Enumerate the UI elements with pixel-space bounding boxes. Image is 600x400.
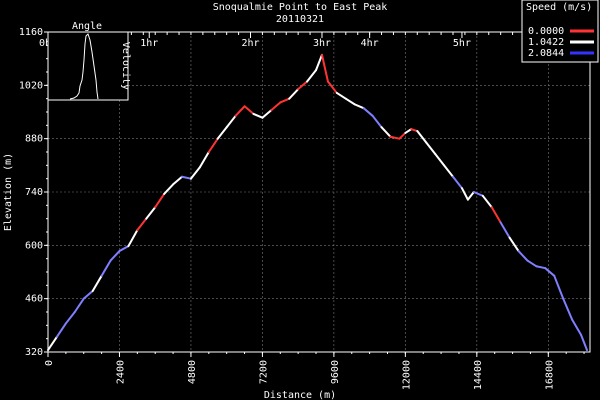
elevation-segment xyxy=(517,250,529,262)
elevation-segment xyxy=(371,114,383,129)
elevation-segment xyxy=(172,175,184,186)
elevation-segment xyxy=(109,250,121,262)
elevation-segment xyxy=(252,112,264,119)
elevation-segment xyxy=(136,217,148,232)
legend-entry-label: 1.0422 xyxy=(528,37,564,48)
elevation-segment xyxy=(261,109,273,119)
time-tick-label: 5hr xyxy=(453,38,471,49)
elevation-segment xyxy=(207,137,219,153)
x-axis-label: Distance (m) xyxy=(264,390,336,400)
elevation-segment xyxy=(466,191,475,201)
inset-title: Angle xyxy=(72,21,102,32)
y-tick-label: 1020 xyxy=(19,80,43,91)
inset-panel: Angle Velocity xyxy=(47,21,131,101)
chart-subtitle: 20110321 xyxy=(276,14,324,25)
elevation-segment xyxy=(526,259,538,268)
elevation-segment xyxy=(553,274,565,300)
inset-frame xyxy=(47,31,129,101)
x-tick-label: 9600 xyxy=(330,360,341,384)
elevation-segment xyxy=(562,297,574,321)
elevation-segment xyxy=(580,333,589,352)
elevation-segment xyxy=(499,221,511,239)
elevation-segment xyxy=(216,126,228,140)
time-tick-label: 1hr xyxy=(140,38,158,49)
elevation-segment xyxy=(306,69,318,83)
elevation-segment xyxy=(434,152,446,167)
inset-curve xyxy=(69,33,99,100)
elevation-segment xyxy=(326,80,338,94)
elevation-segment xyxy=(181,175,192,180)
elevation-segment xyxy=(315,53,323,72)
x-tick-label: 4800 xyxy=(187,360,198,384)
x-tick-label: 14400 xyxy=(473,360,484,390)
y-tick-label: 740 xyxy=(25,187,43,198)
elevation-segment xyxy=(82,290,94,300)
elevation-segment xyxy=(344,97,356,106)
y-axis-label: Elevation (m) xyxy=(3,153,14,231)
elevation-segment xyxy=(118,245,130,253)
elevation-segment xyxy=(443,164,455,178)
y-tick-label: 880 xyxy=(25,134,43,145)
elevation-segment xyxy=(335,91,347,100)
y-tick-label: 1160 xyxy=(19,27,43,38)
elevation-segment xyxy=(571,318,583,336)
x-tick-label: 2400 xyxy=(115,360,126,384)
elevation-segment xyxy=(452,175,463,190)
elevation-segment xyxy=(544,267,556,277)
elevation-segment xyxy=(353,103,365,110)
elevation-segment xyxy=(389,135,401,140)
elevation-segment xyxy=(416,130,428,144)
elevation-segment xyxy=(73,297,85,313)
elevation-segment xyxy=(100,259,112,277)
elevation-segment xyxy=(288,88,300,100)
legend-entry-label: 2.0844 xyxy=(528,48,564,59)
elevation-segment xyxy=(91,274,103,293)
elevation-segment xyxy=(163,183,175,195)
elevation-segment xyxy=(279,97,291,104)
elevation-segment xyxy=(508,236,520,253)
x-tick-label: 12000 xyxy=(401,360,412,390)
inset-side-label: Velocity xyxy=(120,42,131,90)
time-tick-label: 4hr xyxy=(361,38,379,49)
x-tick-label: 16800 xyxy=(544,360,555,390)
legend: Speed (m/s) 0.0000 1.0422 2.0844 xyxy=(521,0,599,63)
elevation-segment xyxy=(64,311,76,325)
elevation-segment xyxy=(198,151,210,169)
elevation-segment xyxy=(297,80,309,91)
elevation-segment xyxy=(460,187,469,201)
elevation-series xyxy=(47,53,589,352)
legend-title: Speed (m/s) xyxy=(526,2,592,13)
elevation-segment xyxy=(234,105,246,117)
elevation-segment xyxy=(225,114,237,129)
elevation-segment xyxy=(243,105,255,115)
elevation-segment xyxy=(145,206,157,220)
elevation-segment xyxy=(472,191,484,197)
y-tick-label: 320 xyxy=(25,347,43,358)
time-tick-label: 2hr xyxy=(241,38,259,49)
elevation-segment xyxy=(47,335,58,352)
x-tick-label: 0 xyxy=(44,360,55,366)
time-tick-label: 3hr xyxy=(313,38,331,49)
y-tick-label: 600 xyxy=(25,240,43,251)
elevation-segment xyxy=(270,101,282,112)
elevation-segment xyxy=(189,166,201,180)
elevation-segment xyxy=(425,141,437,155)
y-tick-label: 460 xyxy=(25,294,43,305)
elevation-segment xyxy=(55,322,67,338)
elevation-segment xyxy=(398,131,407,140)
elevation-segment xyxy=(320,53,329,83)
legend-entry-label: 0.0000 xyxy=(528,26,564,37)
elevation-segment xyxy=(154,192,166,209)
elevation-segment xyxy=(481,194,493,209)
elevation-segment xyxy=(490,206,502,224)
elevation-segment xyxy=(404,128,413,134)
elevation-segment xyxy=(410,128,419,133)
elevation-segment xyxy=(127,229,139,248)
x-tick-label: 7200 xyxy=(258,360,269,384)
chart-title: Snoqualmie Point to East Peak xyxy=(213,2,388,13)
elevation-segment xyxy=(362,107,374,117)
elevation-segment xyxy=(535,265,547,270)
elevation-segment xyxy=(380,126,392,138)
